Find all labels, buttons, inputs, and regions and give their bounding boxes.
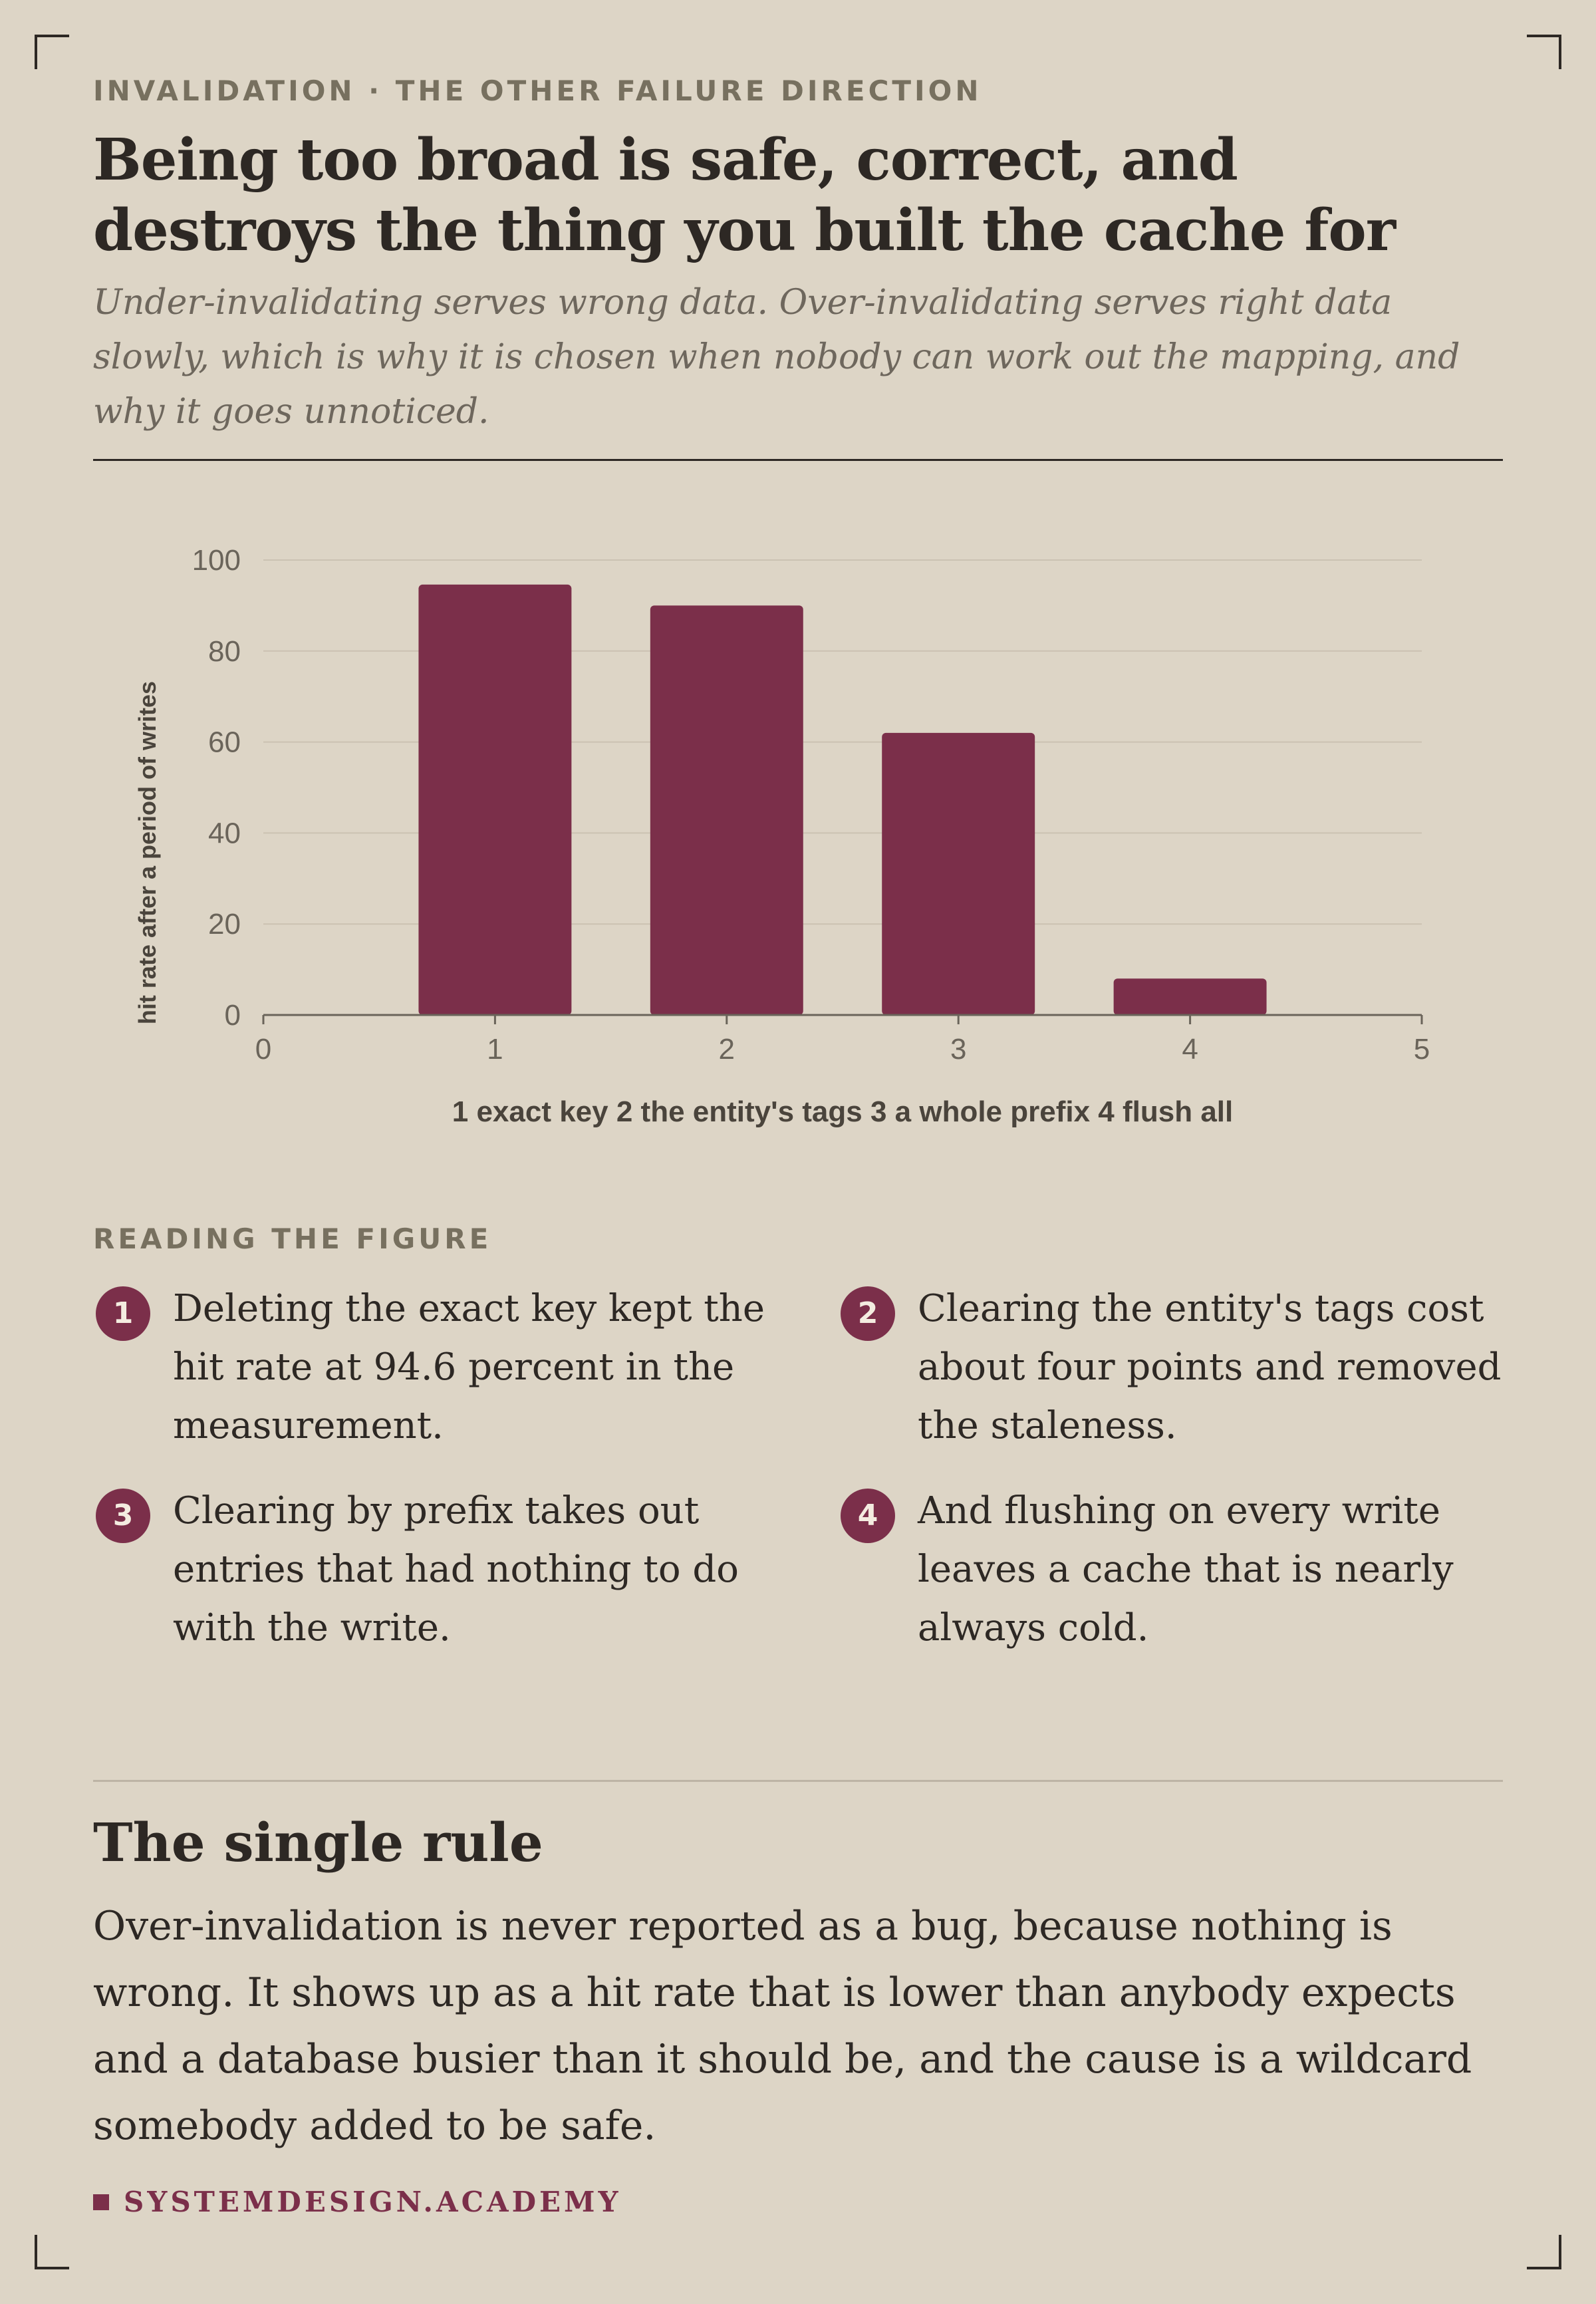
y-tick-label: 0	[225, 999, 241, 1032]
rule-body: Over-invalidation is never reported as a…	[93, 1903, 1472, 2149]
y-tick-label: 60	[208, 726, 241, 759]
corner-mark-top-left	[35, 35, 69, 69]
page-title: Being too broad is safe, correct, and de…	[93, 126, 1396, 264]
x-tick-label: 0	[255, 1033, 271, 1066]
note-text: Clearing the entity's tags cost about fo…	[918, 1287, 1502, 1447]
y-tick-label: 20	[208, 908, 241, 940]
note-number-badge: 3	[96, 1489, 150, 1543]
bar-1	[418, 584, 572, 1015]
bar-4	[1113, 978, 1267, 1015]
x-tick-label: 2	[719, 1033, 735, 1066]
bar-chart: 0 20 40 60 80 100 0 1 2 3 4 5 1 exact key 2 the enti…	[134, 544, 1430, 1128]
x-tick-label: 4	[1182, 1033, 1198, 1066]
y-tick-label: 80	[208, 635, 241, 668]
page-subtitle: Under-invalidating serves wrong data. Ov…	[93, 283, 1460, 432]
x-tick-label: 5	[1414, 1033, 1430, 1066]
x-tick-label: 3	[950, 1033, 966, 1066]
brand-name: SYSTEMDESIGN.ACADEMY	[124, 2186, 622, 2218]
x-tick-label: 1	[487, 1033, 503, 1066]
corner-mark-bottom-right	[1527, 2235, 1561, 2269]
bar-2	[650, 605, 803, 1015]
note-text: Deleting the exact key kept the hit rate…	[173, 1287, 765, 1447]
note-text: Clearing by prefix takes out entries tha…	[173, 1489, 739, 1650]
corner-mark-bottom-left	[35, 2235, 69, 2269]
y-tick-label: 100	[192, 544, 241, 577]
corner-mark-top-right	[1527, 35, 1561, 69]
note-number-badge: 4	[841, 1489, 895, 1543]
reading-label: READING THE FIGURE	[93, 1223, 492, 1255]
bar-3	[882, 732, 1035, 1015]
divider-top	[93, 459, 1503, 461]
eyebrow: INVALIDATION · THE OTHER FAILURE DIRECTI…	[93, 74, 982, 107]
rule-heading: The single rule	[93, 1811, 543, 1874]
x-axis-label: 1 exact key 2 the entity's tags 3 a whol…	[452, 1095, 1234, 1128]
note-number-badge: 1	[96, 1286, 150, 1341]
brand-square-icon	[93, 2194, 109, 2210]
note-number-badge: 2	[841, 1286, 895, 1341]
brand-footer: SYSTEMDESIGN.ACADEMY	[93, 2186, 622, 2218]
note-text: And flushing on every write leaves a cac…	[918, 1489, 1454, 1650]
y-tick-label: 40	[208, 817, 241, 849]
y-axis-label: hit rate after a period of writes	[134, 681, 161, 1024]
divider-bottom	[93, 1780, 1503, 1782]
